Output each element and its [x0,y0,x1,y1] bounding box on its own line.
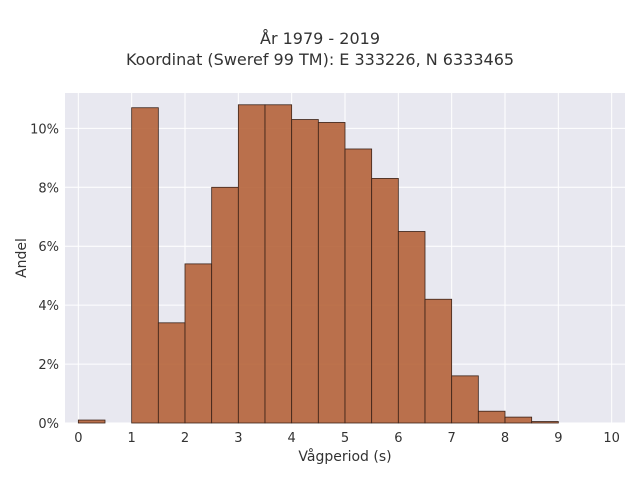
x-tick-label: 9 [554,431,562,446]
histogram-bar [157,322,186,424]
y-tick-label: 2% [38,358,59,373]
x-tick-label: 6 [394,431,402,446]
x-tick-label: 7 [448,431,456,446]
x-tick-label: 1 [128,431,136,446]
histogram-bar [317,122,346,424]
histogram-bar [131,107,159,424]
x-axis-ticks: 0 1 2 3 4 5 6 7 8 9 10 [74,431,620,446]
histogram-bar [451,375,479,424]
histogram-bar [344,148,373,424]
histogram-bar [397,231,426,424]
x-tick-label: 8 [501,431,509,446]
y-tick-label: 10% [30,122,59,137]
histogram-bar [504,416,533,424]
histogram-bar [264,104,293,424]
histogram-bar [211,186,239,424]
y-tick-label: 4% [38,299,59,314]
y-axis-label: Andel [14,238,30,278]
y-tick-label: 8% [38,181,59,196]
x-tick-label: 2 [181,431,189,446]
histogram-bar [184,263,213,424]
x-tick-label: 4 [288,431,296,446]
y-tick-label: 0% [38,417,59,432]
histogram-bar [237,104,266,424]
x-tick-label: 3 [234,431,242,446]
x-tick-label: 0 [74,431,82,446]
y-tick-label: 6% [38,240,59,255]
histogram-bar [424,298,453,424]
histogram-bar [371,178,399,424]
x-tick-label: 10 [603,431,620,446]
histogram-bar [77,419,106,424]
histogram-bar [477,410,506,424]
bars [77,104,559,424]
chart-title-line-2: Koordinat (Sweref 99 TM): E 333226, N 63… [125,50,515,69]
histogram-bar [531,421,559,424]
y-axis-ticks: 0% 2% 4% 6% 8% 10% [30,122,59,432]
histogram-bar [291,119,319,424]
x-tick-label: 5 [341,431,349,446]
chart-title-line-1: År 1979 - 2019 [260,29,380,48]
x-axis-label: Vågperiod (s) [298,448,391,465]
